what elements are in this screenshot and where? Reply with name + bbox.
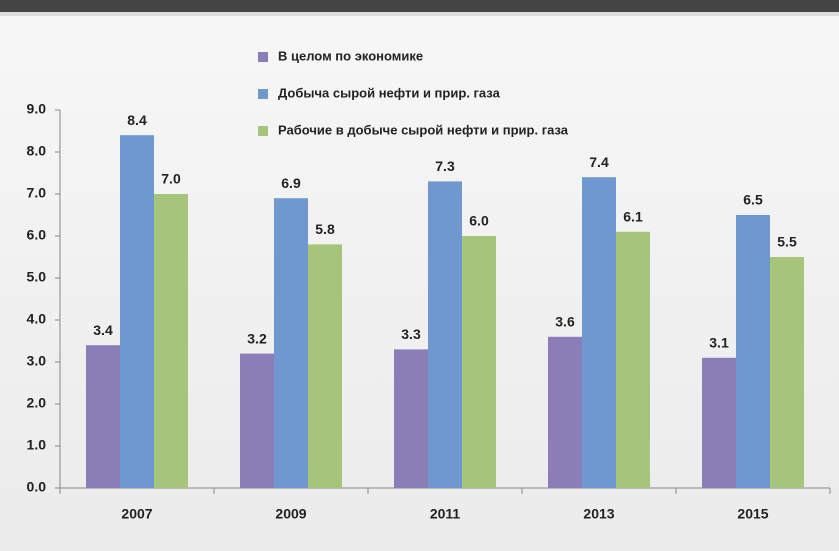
y-tick-label: 8.0: [27, 143, 47, 159]
data-label: 6.0: [469, 213, 489, 229]
x-tick-label: 2015: [737, 506, 768, 522]
data-label: 7.4: [589, 154, 609, 170]
y-tick-label: 9.0: [27, 101, 47, 117]
y-tick-label: 6.0: [27, 227, 47, 243]
x-tick-label: 2007: [121, 506, 152, 522]
legend-swatch: [258, 52, 268, 62]
top-border: [0, 0, 839, 12]
bar: [428, 181, 462, 488]
data-label: 6.5: [743, 192, 763, 208]
bar: [154, 194, 188, 488]
bar: [308, 244, 342, 488]
data-label: 8.4: [127, 112, 147, 128]
y-tick-label: 5.0: [27, 269, 47, 285]
legend-swatch: [258, 89, 268, 99]
bar: [462, 236, 496, 488]
legend-label: Добыча сырой нефти и прир. газа: [278, 85, 501, 100]
legend-label: Рабочие в добыче сырой нефти и прир. газ…: [278, 122, 569, 137]
data-label: 6.1: [623, 209, 643, 225]
y-tick-label: 3.0: [27, 353, 47, 369]
bar: [736, 215, 770, 488]
data-label: 6.9: [281, 175, 301, 191]
bar: [582, 177, 616, 488]
y-tick-label: 2.0: [27, 395, 47, 411]
data-label: 3.6: [555, 314, 575, 330]
data-label: 3.1: [709, 335, 729, 351]
bar: [86, 345, 120, 488]
x-tick-label: 2009: [275, 506, 306, 522]
y-tick-label: 0.0: [27, 479, 47, 495]
data-label: 3.4: [93, 322, 113, 338]
bar: [274, 198, 308, 488]
data-label: 3.3: [401, 326, 421, 342]
data-label: 5.8: [315, 221, 335, 237]
top-border-shade: [0, 12, 839, 16]
bar: [770, 257, 804, 488]
y-tick-label: 1.0: [27, 437, 47, 453]
data-label: 7.0: [161, 171, 181, 187]
x-tick-label: 2011: [430, 506, 461, 522]
y-tick-label: 4.0: [27, 311, 47, 327]
bar: [616, 231, 650, 489]
bar: [394, 349, 428, 488]
data-label: 3.2: [247, 330, 267, 346]
bar: [548, 336, 582, 488]
data-label: 5.5: [777, 234, 797, 250]
bar: [120, 135, 154, 488]
bar: [702, 357, 736, 488]
x-tick-label: 2013: [583, 506, 614, 522]
y-tick-label: 7.0: [27, 185, 47, 201]
legend-swatch: [258, 126, 268, 136]
data-label: 7.3: [435, 158, 455, 174]
bar: [240, 353, 274, 488]
legend-label: В целом по экономике: [278, 48, 423, 63]
